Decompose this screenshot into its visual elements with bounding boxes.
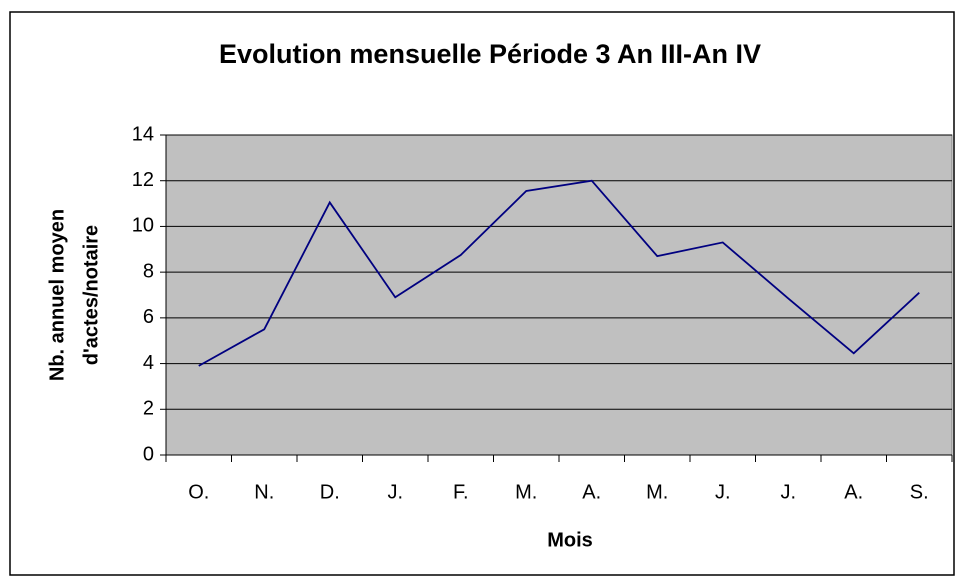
y-tick-label: 10	[132, 215, 154, 237]
y-tick-label: 8	[143, 260, 154, 282]
plot-area	[165, 134, 953, 456]
y-tick-label: 4	[143, 352, 154, 374]
x-tick-label: A.	[582, 481, 601, 503]
y-tick-label: 12	[132, 169, 154, 191]
x-tick-label: F.	[453, 481, 469, 503]
y-tick-label: 2	[143, 398, 154, 420]
y-tick-label: 0	[143, 443, 154, 465]
x-tick-label: M.	[515, 481, 537, 503]
y-axis-label: Nb. annuel moyen	[46, 209, 68, 381]
x-tick-label: D.	[320, 481, 340, 503]
x-axis-label: Mois	[547, 529, 593, 551]
x-tick-label: J.	[387, 481, 403, 503]
y-axis-label: d'actes/notaire	[80, 225, 102, 365]
y-tick-label: 14	[132, 123, 154, 145]
x-tick-label: J.	[715, 481, 731, 503]
data-line	[198, 179, 920, 367]
x-tick-label: M.	[646, 481, 668, 503]
chart-title: Evolution mensuelle Période 3 An III-An …	[219, 39, 761, 69]
x-tick-label: O.	[188, 481, 209, 503]
y-tick-label: 6	[143, 306, 154, 328]
x-tick-label: J.	[780, 481, 796, 503]
x-tick-label: N.	[254, 481, 274, 503]
x-tick-label: A.	[844, 481, 863, 503]
x-tick-label: S.	[910, 481, 929, 503]
